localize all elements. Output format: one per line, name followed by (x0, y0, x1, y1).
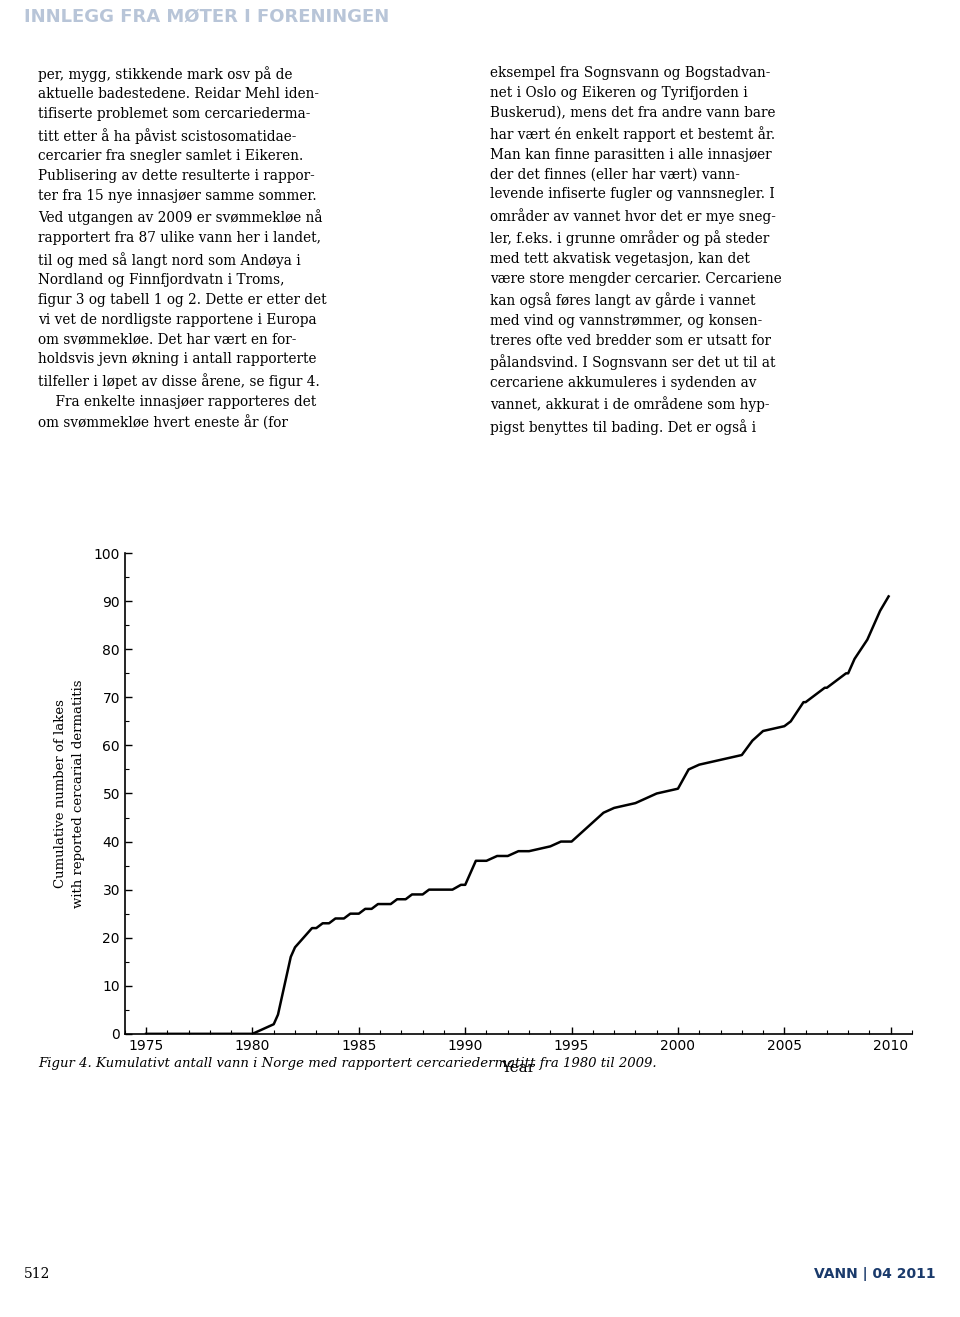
Y-axis label: Cumulative number of lakes
with reported cercarial dermatitis: Cumulative number of lakes with reported… (54, 680, 85, 907)
Text: INNLEGG FRA MØTER I FORENINGEN: INNLEGG FRA MØTER I FORENINGEN (24, 8, 389, 25)
Text: eksempel fra Sognsvann og Bogstadvan-
net i Oslo og Eikeren og Tyrifjorden i
Bus: eksempel fra Sognsvann og Bogstadvan- ne… (490, 66, 781, 435)
Text: per, mygg, stikkende mark osv på de
aktuelle badestedene. Reidar Mehl iden-
tifi: per, mygg, stikkende mark osv på de aktu… (38, 66, 327, 431)
X-axis label: Year: Year (501, 1062, 536, 1075)
Text: 512: 512 (24, 1267, 50, 1281)
Text: VANN | 04 2011: VANN | 04 2011 (814, 1267, 936, 1281)
Text: Figur 4. Kumulativt antall vann i Norge med rapportert cercariedermatitt fra 198: Figur 4. Kumulativt antall vann i Norge … (38, 1058, 657, 1069)
